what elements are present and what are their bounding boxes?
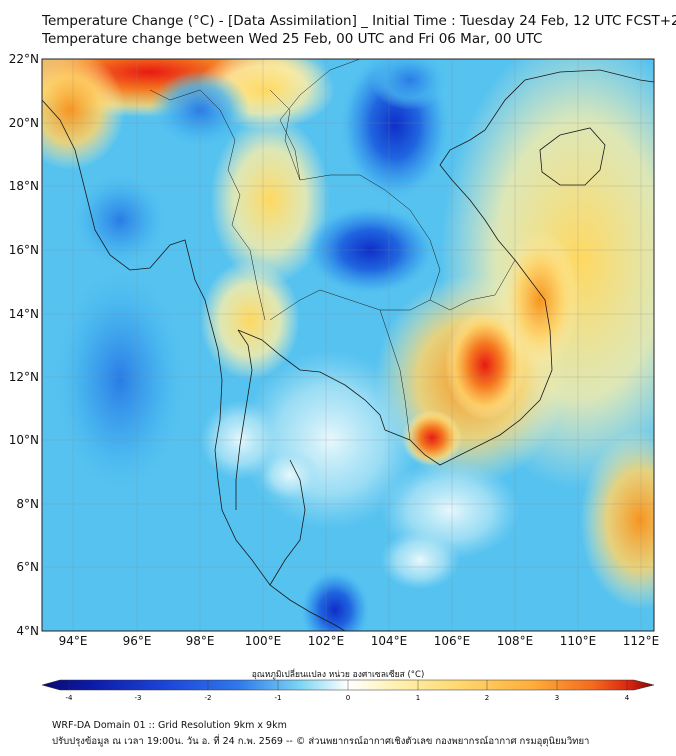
lat-label: 22°N [9, 52, 39, 66]
lon-label: 102°E [308, 634, 345, 648]
map-title-line1: Temperature Change (°C) - [Data Assimila… [42, 13, 676, 29]
lon-label: 108°E [497, 634, 534, 648]
colorbar-title: อุณหภูมิเปลี่ยนแปลง หน่วย องศาเซลเซียส (… [251, 670, 425, 680]
north-thailand-warm [210, 115, 330, 285]
andaman-cold-zone [50, 260, 190, 500]
lat-label: 18°N [9, 179, 39, 193]
lon-label: 106°E [434, 634, 471, 648]
lat-label: 8°N [16, 497, 39, 511]
latitude-axis: 22°N 20°N 18°N 16°N 14°N 12°N 10°N 8°N 6… [9, 52, 39, 638]
colorbar-tick: -1 [275, 694, 282, 702]
longitude-axis: 94°E 96°E 98°E 100°E 102°E 104°E 106°E 1… [59, 634, 660, 648]
map-frame [41, 58, 655, 632]
lat-label: 10°N [9, 433, 39, 447]
graticule [42, 59, 654, 631]
colorbar-tick: 0 [346, 694, 350, 702]
temperature-field [42, 59, 654, 631]
colorbar-tick: -2 [205, 694, 212, 702]
lon-label: 96°E [123, 634, 152, 648]
lon-label: 104°E [371, 634, 408, 648]
colorbar-tick: -4 [66, 694, 74, 702]
colorbar: -4 -3 -2 -1 0 1 2 3 4 [41, 679, 655, 702]
lat-label: 12°N [9, 370, 39, 384]
lat-label: 16°N [9, 243, 39, 257]
colorbar-tick: 1 [416, 694, 420, 702]
coastlines-borders [42, 69, 654, 631]
footer-update-info: ปรับปรุงข้อมูล ณ เวลา 19:00น. วัน อ. ที่… [52, 736, 590, 747]
lon-label: 110°E [560, 634, 597, 648]
lat-label: 20°N [9, 116, 39, 130]
lon-label: 100°E [245, 634, 282, 648]
map-title-line2: Temperature change between Wed 25 Feb, 0… [42, 31, 543, 47]
lon-label: 98°E [186, 634, 215, 648]
colorbar-tick: 3 [555, 694, 559, 702]
lat-label: 14°N [9, 307, 39, 321]
lat-label: 4°N [16, 624, 39, 638]
colorbar-ticks [68, 680, 628, 690]
lat-label: 6°N [16, 560, 39, 574]
colorbar-tick: -3 [135, 694, 142, 702]
country-borders [149, 59, 516, 441]
footer-model-info: WRF-DA Domain 01 :: Grid Resolution 9km … [52, 720, 287, 731]
colorbar-tick: 4 [625, 694, 630, 702]
lon-label: 112°E [623, 634, 660, 648]
lon-label: 94°E [59, 634, 88, 648]
colorbar-tick: 2 [485, 694, 489, 702]
